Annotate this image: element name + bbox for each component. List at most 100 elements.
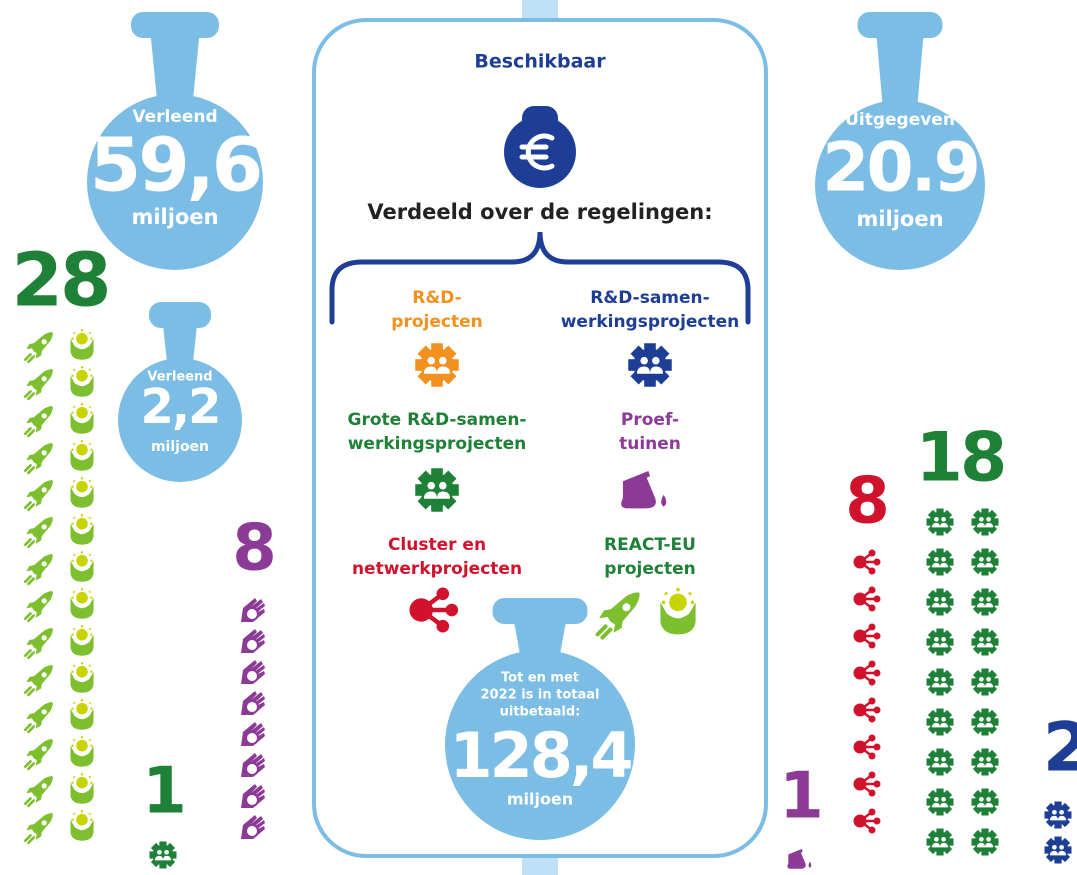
head — [941, 516, 946, 522]
bag-label: Uitgegeven — [845, 110, 955, 130]
gear-icon — [971, 788, 999, 816]
rocket-trail — [23, 797, 36, 808]
connector-top — [522, 0, 558, 20]
head — [979, 756, 984, 762]
rocket-trail — [23, 390, 36, 401]
gear-icon — [971, 588, 999, 616]
head — [934, 516, 939, 522]
head — [979, 796, 984, 802]
bulbhand-icon — [70, 736, 94, 767]
node — [868, 641, 876, 649]
gear-hub — [929, 751, 951, 773]
rocket-fin — [26, 416, 43, 433]
bulb-rays — [71, 403, 93, 414]
head — [164, 849, 169, 855]
head — [934, 676, 939, 682]
bodies — [636, 366, 664, 374]
bodies — [423, 491, 451, 499]
bag-body — [445, 650, 635, 840]
bag-label: Verleend — [132, 107, 217, 127]
gear-hub — [974, 591, 996, 613]
gear-hub — [974, 511, 996, 533]
hands — [70, 523, 94, 545]
total-line: 2022 is in totaal — [480, 688, 599, 703]
bulbhand-icon — [70, 551, 94, 582]
coin — [245, 762, 259, 776]
rocket-body — [30, 443, 53, 466]
head — [439, 356, 447, 365]
gear-icon — [971, 628, 999, 656]
count-number: 28 — [12, 238, 109, 324]
network-icon — [853, 697, 881, 723]
rocket-window — [41, 376, 47, 382]
head — [986, 756, 991, 762]
gear-hub — [929, 791, 951, 813]
node — [868, 752, 876, 760]
rocket-icon — [23, 443, 53, 475]
bulbhand-icon — [70, 588, 94, 619]
head — [1052, 844, 1057, 850]
head — [941, 596, 946, 602]
rocket-body — [30, 369, 53, 392]
eurohand-icon — [241, 598, 265, 622]
head — [439, 481, 447, 490]
hands — [70, 819, 94, 841]
eurohand-icon — [241, 629, 265, 653]
count-number: 1 — [779, 760, 821, 834]
network-icon — [853, 734, 881, 760]
eurohand-icon — [241, 660, 265, 684]
node — [445, 603, 459, 617]
scheme-label: Proef- — [621, 410, 679, 430]
rocket-icon — [23, 554, 53, 586]
scheme-label: Grote R&D-samen- — [348, 410, 527, 430]
head — [934, 796, 939, 802]
gear-hub — [929, 591, 951, 613]
gear-icon — [149, 841, 177, 869]
bulbhand-icon — [70, 662, 94, 693]
rocket-fin — [26, 564, 43, 581]
bulb-rays — [71, 625, 93, 636]
hands — [70, 449, 94, 471]
rocket-window — [41, 450, 47, 456]
rocket-trail — [23, 501, 36, 512]
bodies — [931, 722, 949, 728]
rocket-icon — [23, 702, 53, 734]
bag-body — [87, 94, 263, 270]
gear-hub — [1047, 839, 1069, 861]
gear-icon — [926, 708, 954, 736]
node-main — [853, 592, 867, 606]
node — [873, 706, 881, 714]
eurohand-icon — [241, 691, 265, 715]
gear-icon — [415, 468, 459, 512]
node-main — [853, 555, 867, 569]
rocket-icon — [595, 592, 640, 640]
rocket-icon — [23, 480, 53, 512]
rocket-icon — [23, 517, 53, 549]
rocket-window — [41, 709, 47, 715]
scheme-label: netwerkprojecten — [352, 559, 522, 579]
node — [868, 660, 876, 668]
bag-knot — [131, 12, 219, 38]
rocket-icon — [23, 739, 53, 771]
node — [868, 586, 876, 594]
bulbhand-icon — [70, 773, 94, 804]
gear-hub — [420, 348, 454, 382]
bulb-rays — [71, 588, 93, 599]
bulbhand-icon — [660, 587, 696, 635]
bulbhand-icon — [70, 403, 94, 434]
gear-hub — [974, 751, 996, 773]
bodies — [976, 642, 994, 648]
head — [941, 636, 946, 642]
rocket-trail — [23, 427, 36, 438]
head — [941, 556, 946, 562]
bulbhand-icon — [70, 440, 94, 471]
head — [986, 796, 991, 802]
gear-hub — [974, 671, 996, 693]
head — [979, 836, 984, 842]
rocket-fin — [26, 786, 43, 803]
bag-neck — [162, 322, 198, 368]
hands — [70, 745, 94, 767]
gear-hub — [929, 711, 951, 733]
gear-hub — [974, 631, 996, 653]
rocket-trail — [595, 624, 613, 640]
